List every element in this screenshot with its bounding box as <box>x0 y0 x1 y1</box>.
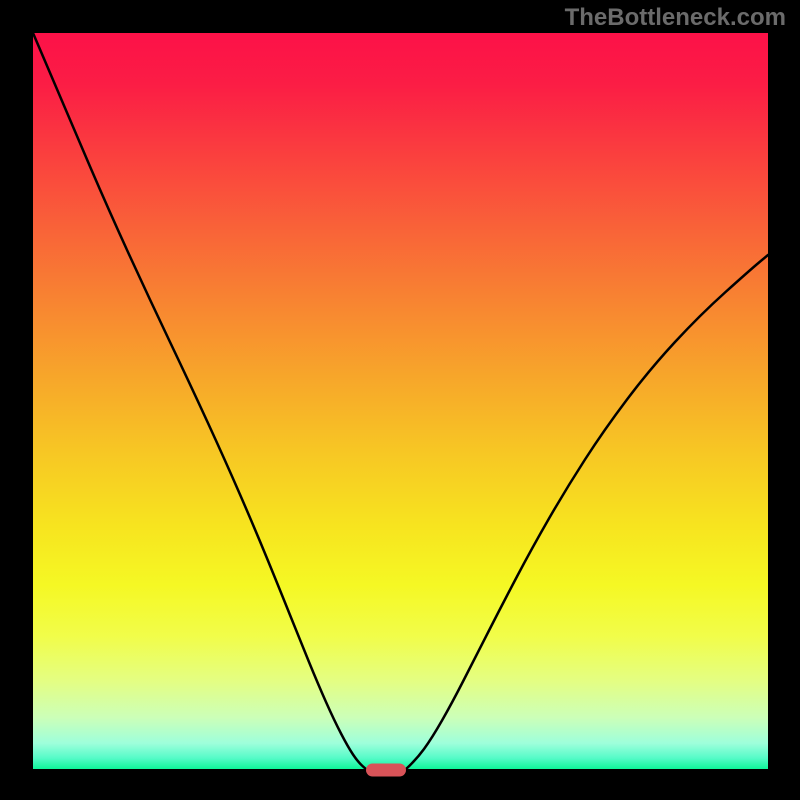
watermark-text: TheBottleneck.com <box>565 4 786 32</box>
optimum-marker <box>366 764 406 777</box>
chart-svg <box>0 0 800 800</box>
gradient-plot-area <box>33 33 768 769</box>
chart-root: TheBottleneck.com <box>0 0 800 800</box>
